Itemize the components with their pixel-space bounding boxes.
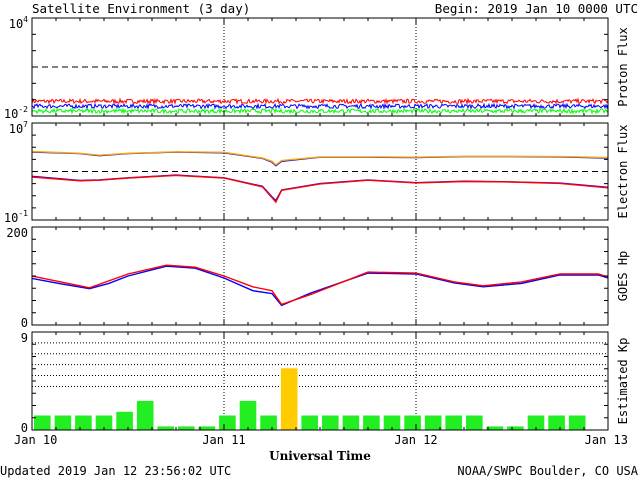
- series-line: [32, 265, 608, 307]
- kp-bar: [280, 368, 298, 430]
- x-date-label: Jan 13: [585, 433, 628, 447]
- kp-bar: [404, 415, 421, 430]
- kp-bar: [178, 426, 195, 430]
- goes-hp-panel: 200 0 GOES Hp: [6, 226, 630, 330]
- y-tick-label: 200: [6, 226, 28, 240]
- series-line: [32, 97, 608, 106]
- x-axis-label: Universal Time: [269, 449, 371, 463]
- x-date-label: Jan 11: [202, 433, 245, 447]
- kp-bar: [116, 411, 133, 430]
- kp-bar: [424, 415, 442, 430]
- kp-bar: [568, 415, 586, 430]
- kp-bar: [75, 415, 92, 430]
- panel-frame: [31, 226, 609, 326]
- goes-hp-plot: [32, 264, 608, 307]
- kp-bar: [95, 415, 113, 430]
- chart-title: Satellite Environment (3 day): [32, 1, 250, 16]
- electron-flux-panel: 107 10-1 Electron Flux: [4, 120, 630, 225]
- kp-bar: [239, 400, 257, 430]
- kp-bar: [54, 415, 72, 430]
- kp-bar: [507, 426, 524, 430]
- begin-date: Begin: 2019 Jan 10 0000 UTC: [435, 1, 638, 16]
- proton-flux-panel: 104 10-2 Proton Flux: [4, 15, 630, 121]
- electron-flux-label: Electron Flux: [616, 125, 630, 219]
- kp-bar: [363, 415, 380, 430]
- kp-bar: [198, 426, 216, 430]
- kp-bar: [136, 400, 154, 430]
- y-tick-label: 0: [21, 421, 28, 435]
- series-line: [32, 174, 608, 204]
- updated-timestamp: Updated 2019 Jan 12 23:56:02 UTC: [0, 464, 231, 478]
- electron-flux-plot: [32, 150, 608, 204]
- kp-bar: [34, 415, 51, 430]
- kp-bar: [342, 415, 360, 430]
- y-tick-label: 10-2: [4, 105, 28, 121]
- series-line: [32, 107, 608, 115]
- credit-line: NOAA/SWPC Boulder, CO USA: [457, 464, 638, 478]
- estimated-kp-plot: [34, 368, 586, 430]
- y-tick-label: 9: [21, 331, 28, 345]
- kp-bar: [466, 415, 483, 430]
- kp-bar: [486, 426, 504, 430]
- kp-bar: [219, 415, 236, 430]
- series-line: [32, 264, 608, 306]
- y-tick-label: 10-1: [4, 209, 28, 225]
- kp-bar: [301, 415, 318, 430]
- kp-bar: [527, 415, 545, 430]
- y-tick-label: 0: [21, 316, 28, 330]
- proton-flux-label: Proton Flux: [616, 27, 630, 106]
- x-date-label: Jan 10: [14, 433, 57, 447]
- proton-flux-plot: [32, 97, 608, 115]
- x-date-label: Jan 12: [394, 433, 437, 447]
- y-tick-label: 107: [9, 120, 28, 136]
- panel-frame: [31, 122, 609, 221]
- panels: 104 10-2 Proton Flux 107 10-1 Electron Flux 20…: [4, 15, 630, 447]
- kp-bar: [548, 415, 565, 430]
- kp-bar: [383, 415, 401, 430]
- y-tick-label: 104: [9, 15, 28, 31]
- kp-bar: [445, 415, 462, 430]
- kp-bar: [157, 426, 174, 430]
- kp-bar: [260, 415, 277, 430]
- estimated-kp-panel: 9 0 Estimated Kp: [21, 331, 630, 435]
- series-line: [32, 150, 608, 166]
- series-line: [32, 102, 608, 111]
- kp-bar: [322, 415, 339, 430]
- goes-hp-label: GOES Hp: [616, 251, 630, 302]
- estimated-kp-label: Estimated Kp: [616, 338, 630, 425]
